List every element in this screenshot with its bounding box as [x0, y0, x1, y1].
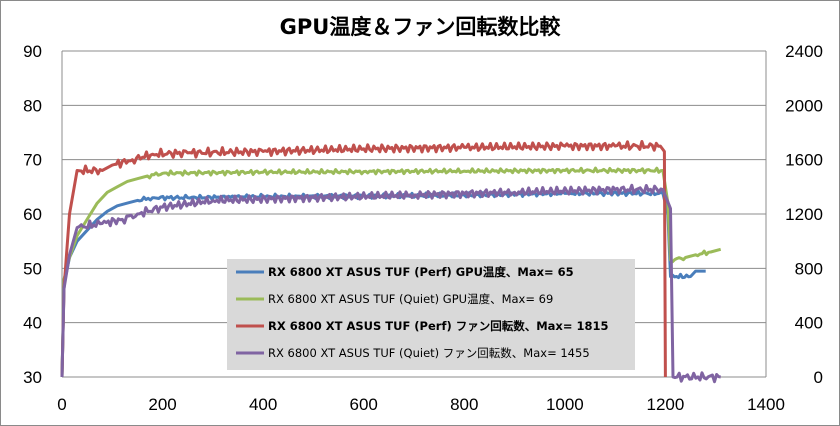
left-tick-label: 80 [23, 96, 42, 115]
right-tick-label: 800 [795, 259, 823, 278]
legend-label: RX 6800 XT ASUS TUF (Perf) ファン回転数、Max= 1… [268, 319, 609, 333]
right-tick-label: 1200 [785, 205, 823, 224]
left-tick-label: 90 [23, 42, 42, 61]
legend-label: RX 6800 XT ASUS TUF (Quiet) ファン回転数、Max= … [268, 346, 590, 360]
chart-title: GPU温度＆ファン回転数比較 [280, 15, 562, 39]
legend-label: RX 6800 XT ASUS TUF (Perf) GPU温度、Max= 65 [268, 265, 574, 279]
right-tick-label: 400 [795, 314, 823, 333]
right-axis-ticks: 0 400 800 1200 1600 2000 2400 [785, 42, 823, 387]
gridlines [62, 50, 766, 324]
x-tick-label: 600 [350, 395, 378, 414]
legend-label: RX 6800 XT ASUS TUF (Quiet) GPU温度、Max= 6… [268, 292, 553, 306]
x-tick-label: 400 [249, 395, 277, 414]
x-tick-label: 200 [148, 395, 176, 414]
series-line [60, 183, 721, 384]
legend: RX 6800 XT ASUS TUF (Perf) GPU温度、Max= 65… [227, 259, 635, 370]
x-tick-label: 1000 [546, 395, 584, 414]
left-axis-ticks: 30 40 50 60 70 80 90 [23, 42, 42, 387]
x-tick-label: 0 [57, 395, 66, 414]
right-tick-label: 2400 [785, 42, 823, 61]
series-line [60, 166, 722, 378]
left-tick-label: 50 [23, 259, 42, 278]
right-tick-label: 0 [814, 368, 823, 387]
right-tick-label: 2000 [785, 96, 823, 115]
series-line [60, 140, 667, 378]
left-tick-label: 30 [23, 368, 42, 387]
x-tick-label: 1200 [647, 395, 685, 414]
legend-background [227, 259, 635, 370]
series-lines [60, 140, 722, 384]
right-tick-label: 1600 [785, 151, 823, 170]
x-axis-ticks: 0 200 400 600 800 1000 1200 1400 [57, 395, 785, 414]
x-tick-label: 1400 [747, 395, 785, 414]
left-tick-label: 60 [23, 205, 42, 224]
left-tick-label: 70 [23, 151, 42, 170]
left-tick-label: 40 [23, 314, 42, 333]
x-tick-label: 800 [450, 395, 478, 414]
